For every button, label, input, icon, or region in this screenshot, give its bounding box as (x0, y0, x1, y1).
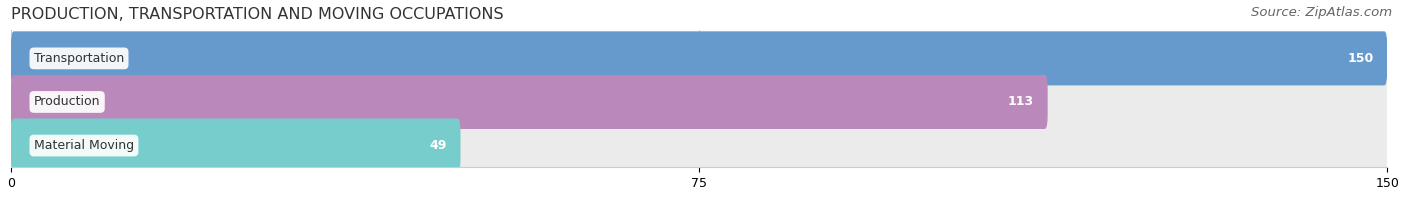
FancyBboxPatch shape (11, 119, 1388, 173)
Text: 113: 113 (1008, 96, 1033, 109)
FancyBboxPatch shape (11, 75, 1388, 129)
Text: PRODUCTION, TRANSPORTATION AND MOVING OCCUPATIONS: PRODUCTION, TRANSPORTATION AND MOVING OC… (11, 7, 503, 22)
FancyBboxPatch shape (11, 75, 1047, 129)
Text: Transportation: Transportation (34, 52, 124, 65)
Text: Material Moving: Material Moving (34, 139, 134, 152)
Text: Production: Production (34, 96, 100, 109)
FancyBboxPatch shape (11, 31, 1388, 85)
Text: Source: ZipAtlas.com: Source: ZipAtlas.com (1251, 6, 1392, 19)
FancyBboxPatch shape (11, 119, 461, 173)
Text: 150: 150 (1347, 52, 1374, 65)
Text: 49: 49 (429, 139, 447, 152)
FancyBboxPatch shape (11, 31, 1388, 85)
